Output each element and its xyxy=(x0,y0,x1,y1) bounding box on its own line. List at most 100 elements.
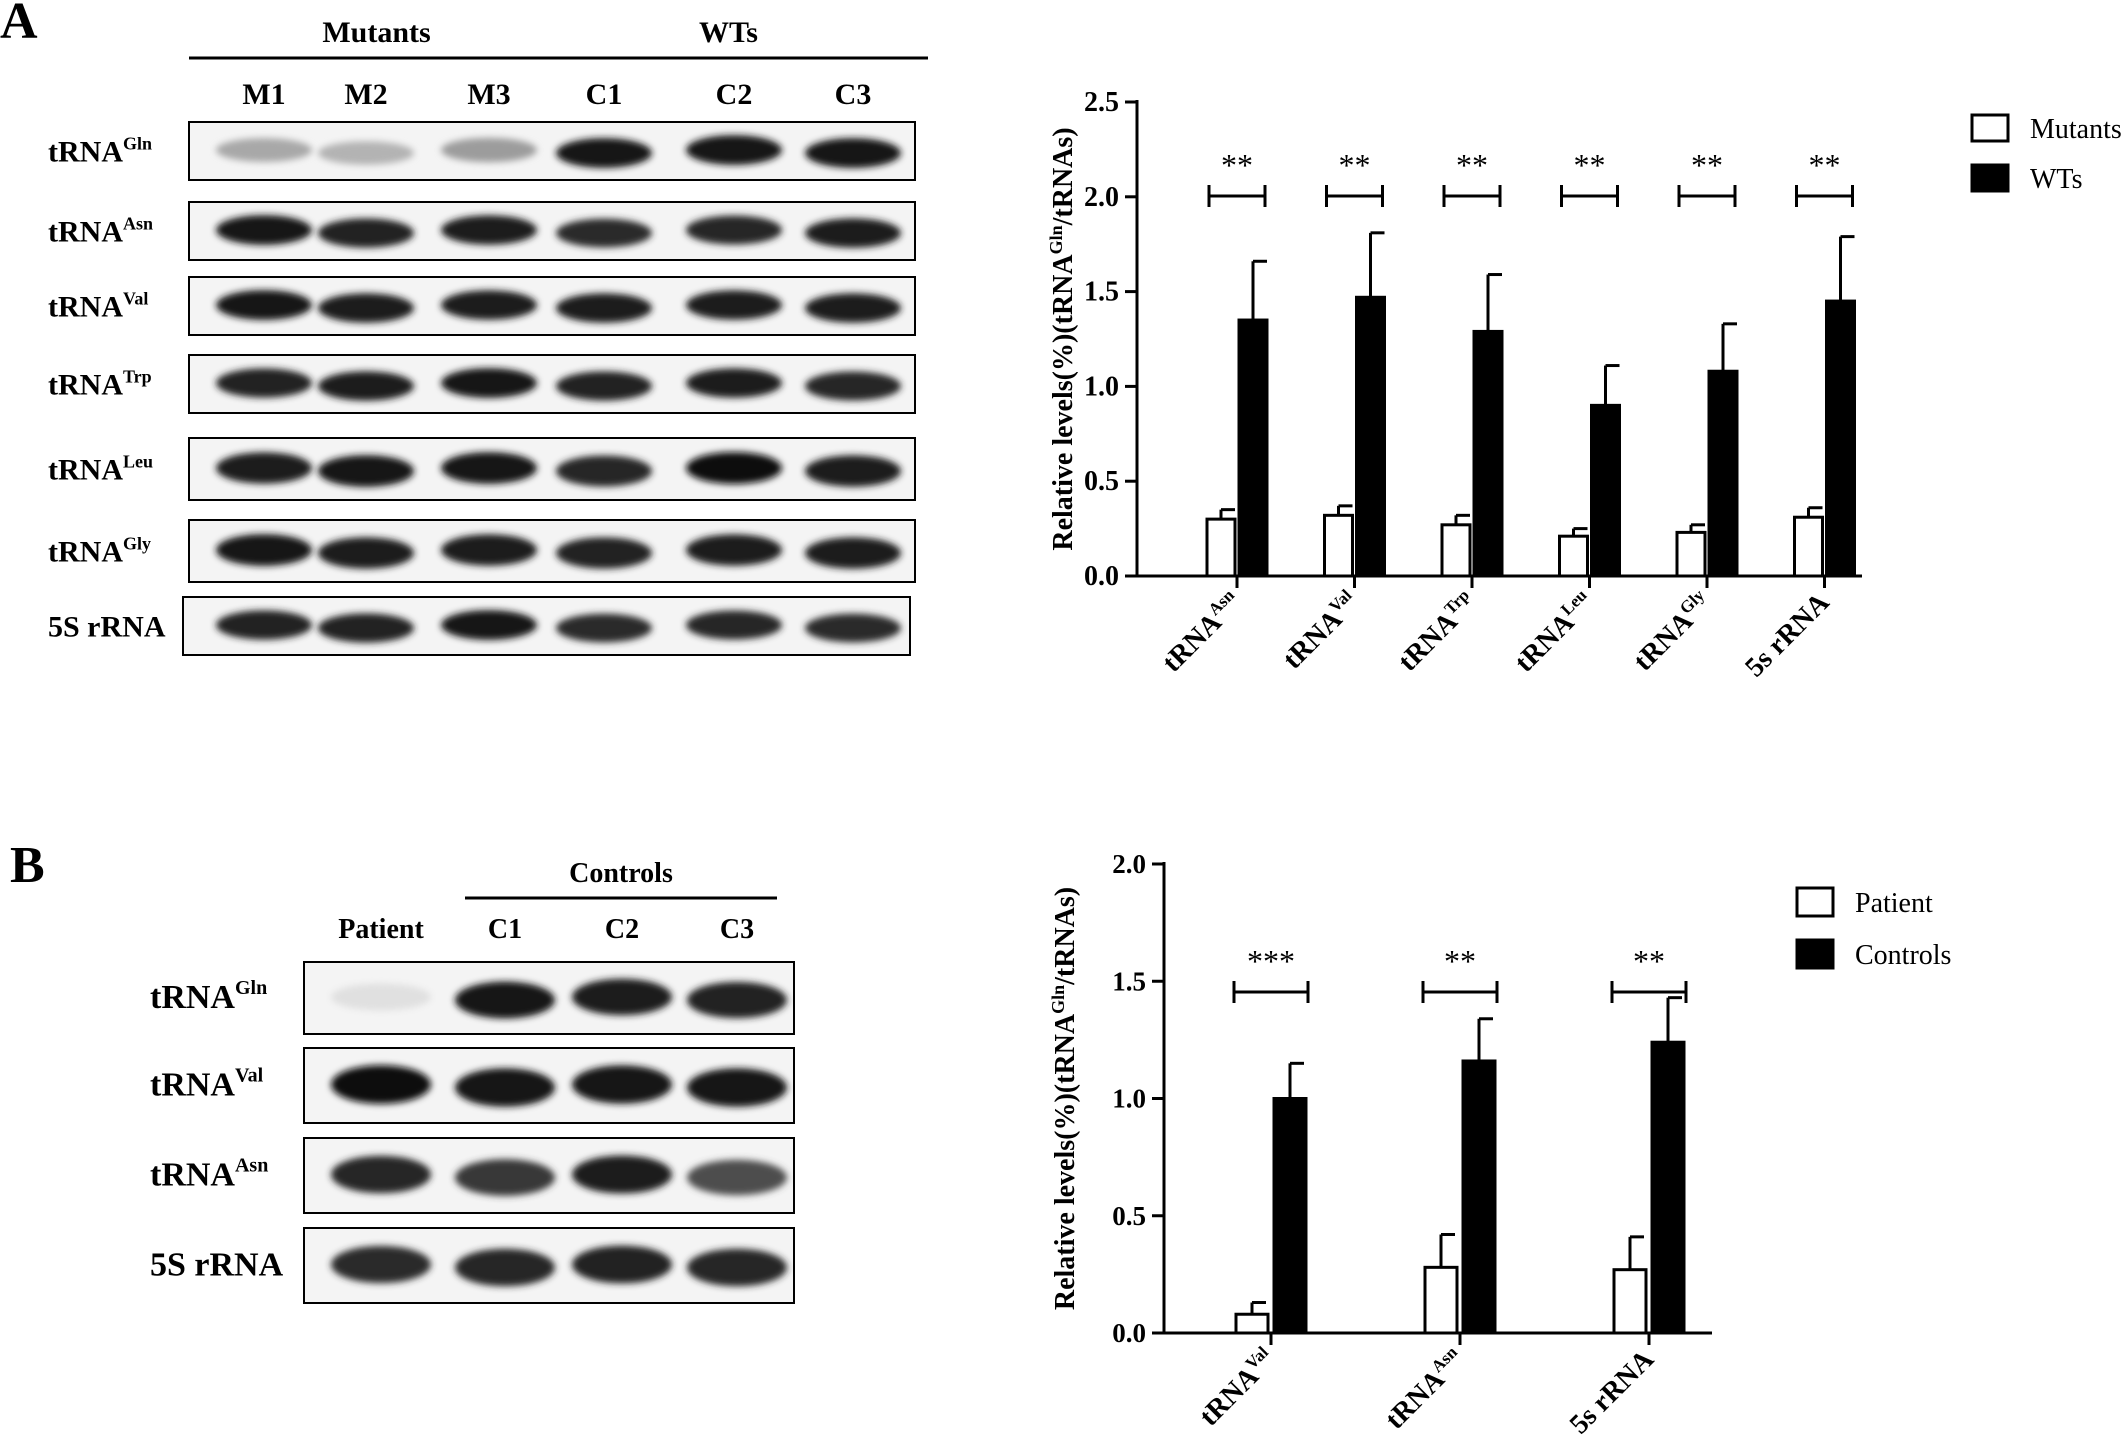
bar-chart-panel-b: 0.0 0.5 1.0 1.5 2.0 Relative levels(%)(tRNAGl… xyxy=(1048,849,1951,1440)
blot-a-band xyxy=(556,455,652,487)
chart-a-y-tick-label: 0.5 xyxy=(1084,466,1119,497)
chart-b-x-label: 5s rRNA xyxy=(1564,1343,1661,1440)
blot-a-band xyxy=(441,290,537,320)
blot-a-blot-row: tRNALeu xyxy=(48,437,916,501)
blot-a-group-label: Mutants xyxy=(322,16,430,49)
blot-a-band xyxy=(686,290,782,320)
panel-b-label: B xyxy=(10,837,45,894)
chart-a-sig-label: ** xyxy=(1574,147,1606,183)
blot-a-band xyxy=(216,610,312,640)
chart-a-x-label: tRNAVal xyxy=(1276,585,1366,675)
chart-b-y-title-sup: Gln xyxy=(1048,985,1068,1014)
blot-b-band xyxy=(572,978,672,1016)
chart-a-legend-swatch xyxy=(1970,163,2010,193)
blot-b-band xyxy=(572,1245,672,1284)
blot-a-blot-row: tRNAGly xyxy=(48,519,916,583)
chart-b-y-tick-label: 1.5 xyxy=(1112,966,1146,996)
chart-a-y-title-post: /tRNAs) xyxy=(1048,127,1079,226)
blot-b-lane-label: C2 xyxy=(605,914,639,945)
blot-a-row-label: tRNAGln xyxy=(48,134,152,169)
blot-a-band xyxy=(686,534,782,566)
chart-a-x-label: tRNATrp xyxy=(1391,586,1483,678)
blot-b-row-label-sup: Asn xyxy=(235,1154,268,1176)
chart-a-bar-wts xyxy=(1590,403,1621,578)
blot-b-band xyxy=(687,1068,787,1107)
chart-b-y-title-pre: Relative levels(%)(tRNA xyxy=(1050,1013,1081,1310)
blot-a-band xyxy=(318,371,414,401)
blot-a-row-label: tRNAVal xyxy=(48,289,148,324)
chart-b-sig-label: *** xyxy=(1247,943,1295,979)
blot-a-row-label-base: tRNA xyxy=(48,536,123,569)
blot-a-band xyxy=(318,613,414,643)
blot-a-row-label-sup: Trp xyxy=(123,367,152,387)
blot-b-band xyxy=(331,983,431,1011)
blot-a-band xyxy=(318,455,414,487)
blot-a-row-label-base: tRNA xyxy=(48,454,123,487)
blot-b-row-label: tRNAVal xyxy=(150,1064,264,1103)
blot-a-band xyxy=(318,293,414,323)
chart-b-x-label: tRNAVal xyxy=(1192,1342,1282,1432)
blot-a-band xyxy=(441,610,537,640)
blot-a-band xyxy=(556,218,652,248)
blot-b-row-label: tRNAGln xyxy=(150,977,267,1016)
blot-b-row-label: 5S rRNA xyxy=(150,1246,284,1283)
blot-a-band xyxy=(441,368,537,398)
blot-a-band xyxy=(216,534,312,566)
chart-b-x-label: tRNAAsn xyxy=(1378,1342,1471,1435)
blot-b-blot-row: 5S rRNA xyxy=(150,1227,795,1304)
blot-a-band xyxy=(805,613,901,643)
blot-b-row-label-sup: Val xyxy=(235,1064,264,1086)
blot-a-band xyxy=(556,138,652,168)
chart-a-x-label: tRNAAsn xyxy=(1155,585,1248,678)
blot-a-lane-label: C2 xyxy=(716,78,753,111)
chart-a-bar-wts xyxy=(1355,295,1386,578)
blot-b-row-label-base: tRNA xyxy=(150,1066,235,1103)
blot-a-row-label-base: tRNA xyxy=(48,291,123,324)
chart-a-bar-wts xyxy=(1707,369,1739,578)
chart-a-y-tick-label: 2.5 xyxy=(1084,87,1119,118)
chart-b-y-tick-label: 1.0 xyxy=(1112,1084,1146,1114)
chart-b-y-title: Relative levels(%)(tRNAGln/tRNAs) xyxy=(1048,887,1081,1310)
chart-b-y-tick-label: 0.0 xyxy=(1112,1318,1146,1348)
blot-a-row-label: 5S rRNA xyxy=(48,611,166,644)
blot-b-band xyxy=(455,1159,555,1196)
blot-a-band xyxy=(556,293,652,323)
blot-a-row-label-base: 5S rRNA xyxy=(48,611,166,644)
blot-a-band xyxy=(805,455,901,487)
chart-a-bar-wts xyxy=(1237,318,1269,578)
blot-b-blot-row: tRNAGln xyxy=(150,961,795,1035)
blot-b-row-label-base: tRNA xyxy=(150,1156,235,1193)
blot-b-row-label: tRNAAsn xyxy=(150,1154,268,1193)
blot-b-row-label-sup: Gln xyxy=(235,977,267,999)
blot-a-band xyxy=(441,452,537,484)
blot-a-row-label-sup: Gly xyxy=(123,534,151,554)
chart-b-bar-controls xyxy=(1461,1059,1497,1335)
blot-a-band xyxy=(318,141,414,165)
chart-b-legend-swatch xyxy=(1795,938,1835,970)
chart-a-bar-mutants xyxy=(1205,517,1237,578)
blot-b-band xyxy=(687,1248,787,1287)
blot-a-row-label: tRNATrp xyxy=(48,367,152,402)
blot-a-band xyxy=(441,215,537,245)
chart-b-legend-swatch xyxy=(1795,886,1835,918)
chart-a-y-title: Relative levels(%)(tRNAGln/tRNAs) xyxy=(1046,127,1079,550)
blot-b-blot-row: tRNAVal xyxy=(150,1047,795,1124)
blot-b-band xyxy=(455,981,555,1019)
blot-b-band xyxy=(331,1065,431,1104)
chart-a-x-label: tRNALeu xyxy=(1508,586,1601,679)
chart-a-bar-mutants xyxy=(1558,534,1589,578)
blot-a-row-label-base: tRNA xyxy=(48,216,123,249)
blot-b-band xyxy=(455,1248,555,1287)
blot-a-lane-label: M1 xyxy=(242,78,285,111)
blot-b-band xyxy=(572,1155,672,1194)
chart-a-bar-wts xyxy=(1472,329,1504,578)
blot-a-blot-row: tRNAAsn xyxy=(48,201,916,261)
blot-a-band xyxy=(805,218,901,248)
blot-a-lane-label: C1 xyxy=(586,78,623,111)
blot-b-lane-label: Patient xyxy=(338,914,424,945)
blot-a-band xyxy=(556,371,652,401)
blot-a-lane-label: C3 xyxy=(835,78,872,111)
blot-a-band xyxy=(686,215,782,245)
chart-a-y-tick-label: 0.0 xyxy=(1084,561,1119,592)
